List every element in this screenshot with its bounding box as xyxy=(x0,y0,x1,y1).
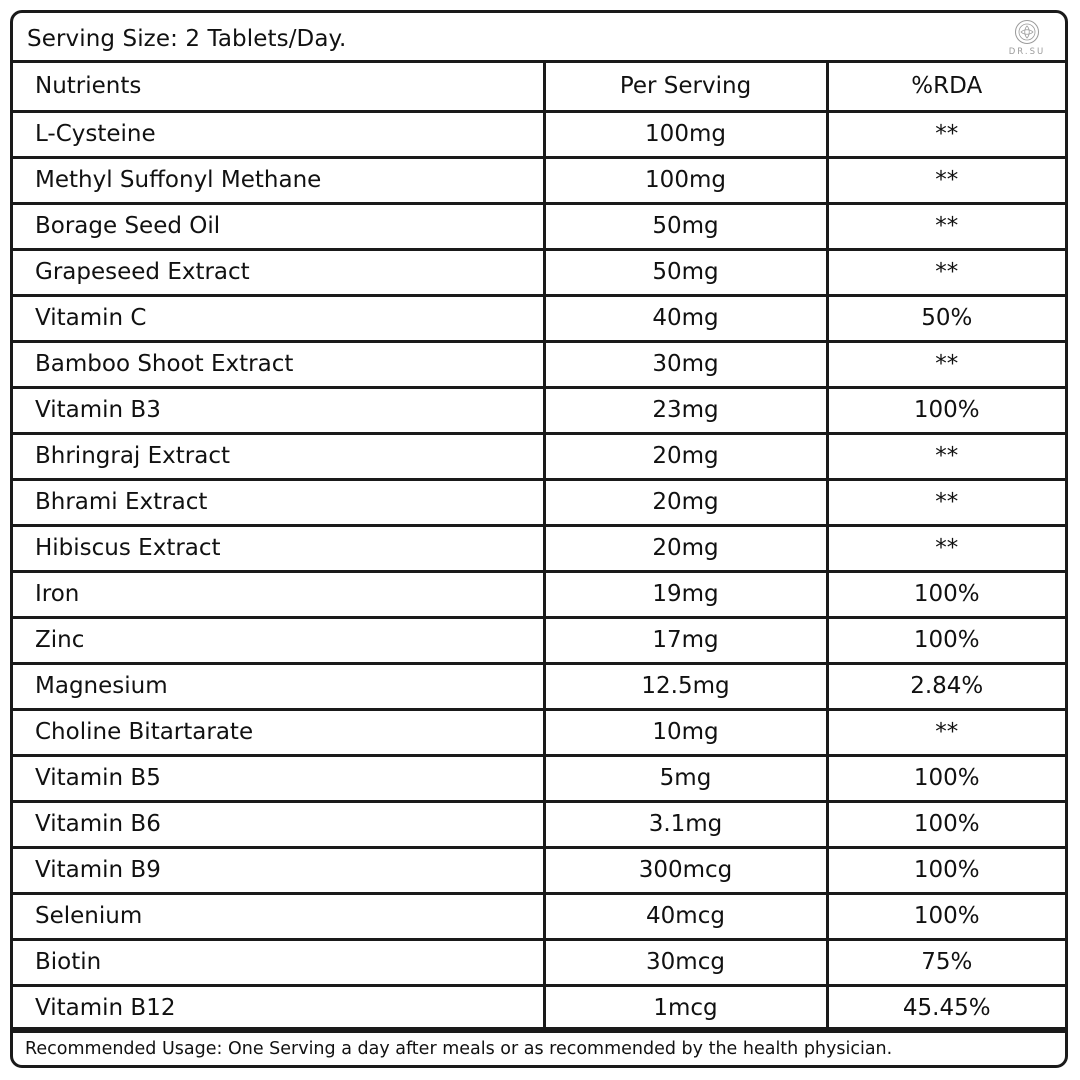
per-serving-value: 12.5mg xyxy=(544,663,829,711)
per-serving-value: 3.1mg xyxy=(544,801,829,849)
nutrient-name: Borage Seed Oil xyxy=(13,203,546,251)
nutrient-name: Magnesium xyxy=(13,663,546,711)
nutrient-name: Vitamin B5 xyxy=(13,755,546,803)
serving-size-header: Serving Size: 2 Tablets/Day. DR.SU xyxy=(13,13,1065,63)
table-row: Vitamin B3 23mg 100% xyxy=(13,387,1065,435)
table-row: Vitamin B9 300mcg 100% xyxy=(13,847,1065,895)
per-serving-value: 10mg xyxy=(544,709,829,757)
rda-value: 2.84% xyxy=(827,663,1065,711)
per-serving-value: 100mg xyxy=(544,157,829,205)
table-row: Biotin 30mcg 75% xyxy=(13,939,1065,987)
per-serving-value: 20mg xyxy=(544,525,829,573)
table-row: Grapeseed Extract 50mg ** xyxy=(13,249,1065,297)
nutrient-name: Bamboo Shoot Extract xyxy=(13,341,546,389)
nutrient-name: Iron xyxy=(13,571,546,619)
rda-value: 100% xyxy=(827,893,1065,941)
recommended-usage-text: Recommended Usage: One Serving a day aft… xyxy=(25,1039,893,1059)
rda-value: ** xyxy=(827,709,1065,757)
nutrient-name: Bhringraj Extract xyxy=(13,433,546,481)
nutrient-rows: L-Cysteine 100mg ** Methyl Suffonyl Methane… xyxy=(13,111,1065,1033)
serving-size-text: Serving Size: 2 Tablets/Day. xyxy=(27,26,347,52)
table-row: L-Cysteine 100mg ** xyxy=(13,111,1065,159)
brand-logo-text: DR.SU xyxy=(1008,47,1046,57)
table-row: Iron 19mg 100% xyxy=(13,571,1065,619)
nutrient-name: Hibiscus Extract xyxy=(13,525,546,573)
per-serving-value: 30mg xyxy=(544,341,829,389)
per-serving-value: 40mcg xyxy=(544,893,829,941)
rda-value: ** xyxy=(827,157,1065,205)
table-row: Vitamin B6 3.1mg 100% xyxy=(13,801,1065,849)
table-row: Vitamin B5 5mg 100% xyxy=(13,755,1065,803)
per-serving-value: 17mg xyxy=(544,617,829,665)
table-row: Hibiscus Extract 20mg ** xyxy=(13,525,1065,573)
table-row: Bhringraj Extract 20mg ** xyxy=(13,433,1065,481)
nutrient-name: Vitamin B3 xyxy=(13,387,546,435)
per-serving-value: 20mg xyxy=(544,479,829,527)
column-header-per-serving: Per Serving xyxy=(544,63,829,113)
table-row: Vitamin C 40mg 50% xyxy=(13,295,1065,343)
table-row: Borage Seed Oil 50mg ** xyxy=(13,203,1065,251)
nutrient-name: Bhrami Extract xyxy=(13,479,546,527)
nutrient-name: Methyl Suffonyl Methane xyxy=(13,157,546,205)
per-serving-value: 300mcg xyxy=(544,847,829,895)
rda-value: ** xyxy=(827,249,1065,297)
nutrient-name: Vitamin B12 xyxy=(13,985,546,1033)
rda-value: ** xyxy=(827,525,1065,573)
table-row: Magnesium 12.5mg 2.84% xyxy=(13,663,1065,711)
nutrient-name: Grapeseed Extract xyxy=(13,249,546,297)
rda-value: 100% xyxy=(827,387,1065,435)
per-serving-value: 50mg xyxy=(544,249,829,297)
per-serving-value: 1mcg xyxy=(544,985,829,1033)
rda-value: 100% xyxy=(827,847,1065,895)
table-row: Bamboo Shoot Extract 30mg ** xyxy=(13,341,1065,389)
rda-value: ** xyxy=(827,479,1065,527)
nutrient-name: L-Cysteine xyxy=(13,111,546,159)
rda-value: ** xyxy=(827,111,1065,159)
per-serving-value: 19mg xyxy=(544,571,829,619)
table-row: Methyl Suffonyl Methane 100mg ** xyxy=(13,157,1065,205)
rda-value: 50% xyxy=(827,295,1065,343)
rda-value: 75% xyxy=(827,939,1065,987)
per-serving-value: 23mg xyxy=(544,387,829,435)
brand-logo: DR.SU xyxy=(997,19,1057,61)
per-serving-value: 30mcg xyxy=(544,939,829,987)
nutrient-name: Biotin xyxy=(13,939,546,987)
rda-value: 45.45% xyxy=(827,985,1065,1033)
rda-value: 100% xyxy=(827,571,1065,619)
per-serving-value: 40mg xyxy=(544,295,829,343)
nutrient-name: Selenium xyxy=(13,893,546,941)
nutrient-table: Nutrients Per Serving %RDA L-Cysteine 100… xyxy=(13,63,1065,1033)
per-serving-value: 50mg xyxy=(544,203,829,251)
table-row: Choline Bitartarate 10mg ** xyxy=(13,709,1065,757)
table-header-row: Nutrients Per Serving %RDA xyxy=(13,63,1065,113)
per-serving-value: 20mg xyxy=(544,433,829,481)
rda-value: ** xyxy=(827,341,1065,389)
table-row: Vitamin B12 1mcg 45.45% xyxy=(13,985,1065,1033)
rda-value: 100% xyxy=(827,801,1065,849)
dr-su-emblem-icon xyxy=(1015,20,1039,44)
rda-value: ** xyxy=(827,203,1065,251)
column-header-rda: %RDA xyxy=(827,63,1065,113)
nutrient-name: Vitamin B6 xyxy=(13,801,546,849)
per-serving-value: 5mg xyxy=(544,755,829,803)
nutrient-name: Choline Bitartarate xyxy=(13,709,546,757)
table-row: Selenium 40mcg 100% xyxy=(13,893,1065,941)
nutrient-name: Vitamin B9 xyxy=(13,847,546,895)
nutrient-name: Vitamin C xyxy=(13,295,546,343)
table-row: Zinc 17mg 100% xyxy=(13,617,1065,665)
rda-value: 100% xyxy=(827,755,1065,803)
nutrient-name: Zinc xyxy=(13,617,546,665)
column-header-nutrients: Nutrients xyxy=(13,63,546,113)
rda-value: ** xyxy=(827,433,1065,481)
table-row: Bhrami Extract 20mg ** xyxy=(13,479,1065,527)
rda-value: 100% xyxy=(827,617,1065,665)
per-serving-value: 100mg xyxy=(544,111,829,159)
recommended-usage: Recommended Usage: One Serving a day aft… xyxy=(13,1027,1065,1065)
supplement-facts-panel: Serving Size: 2 Tablets/Day. DR.SU Nutri… xyxy=(10,10,1068,1068)
